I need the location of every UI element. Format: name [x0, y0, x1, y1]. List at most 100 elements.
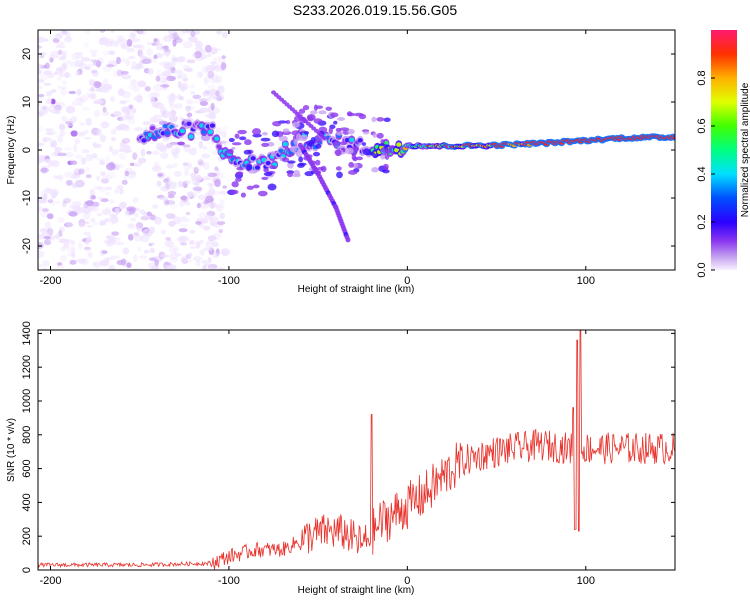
noise-blob [59, 226, 66, 232]
noise-blob [132, 196, 139, 204]
scatter-blob [269, 165, 276, 170]
noise-blob [105, 175, 113, 180]
noise-blob [130, 66, 138, 70]
noise-blob [214, 95, 220, 102]
noise-blob [132, 267, 142, 270]
noise-blob [215, 90, 220, 97]
noise-blob [186, 191, 194, 198]
noise-blob [198, 107, 209, 113]
noise-blob [85, 154, 94, 162]
scatter-blob [332, 140, 342, 147]
noise-blob [186, 99, 194, 105]
noise-blob [186, 112, 193, 118]
noise-blob [96, 196, 105, 201]
noise-blob [180, 242, 187, 246]
noise-blob [83, 136, 92, 140]
noise-blob [164, 239, 175, 248]
noise-blob [140, 215, 150, 221]
noise-blob [49, 57, 54, 63]
scatter-blob [246, 164, 253, 171]
noise-blob [220, 62, 227, 70]
noise-blob [42, 267, 48, 270]
noise-blob [168, 245, 179, 254]
noise-blob [142, 121, 151, 126]
scatter-blob [340, 141, 347, 146]
scatter-blob [330, 112, 339, 118]
noise-blob [214, 179, 221, 187]
noise-blob [80, 57, 90, 62]
noise-blob [197, 158, 204, 166]
noise-blob [121, 73, 132, 80]
noise-blob [210, 102, 215, 111]
noise-blob [137, 157, 147, 164]
noise-blob [90, 86, 95, 92]
noise-blob [120, 70, 129, 75]
ridge-core [149, 125, 156, 131]
noise-blob [128, 104, 133, 110]
ridge-core [179, 128, 186, 134]
noise-blob [61, 50, 67, 57]
noise-blob [202, 175, 211, 181]
scatter-blob [278, 135, 288, 142]
noise-blob [173, 69, 184, 75]
scatter-blob [310, 110, 318, 115]
noise-blob [162, 35, 173, 42]
noise-blob [164, 213, 171, 218]
noise-blob [100, 178, 110, 184]
scatter-blob [236, 166, 244, 171]
noise-blob [100, 198, 109, 203]
noise-blob [209, 221, 218, 226]
noise-blob [131, 33, 137, 38]
noise-blob [168, 185, 178, 190]
noise-blob [198, 239, 204, 244]
noise-blob [154, 266, 159, 270]
noise-blob [85, 246, 90, 251]
scatter-blob [346, 111, 353, 117]
noise-blob [38, 36, 45, 43]
noise-blob [218, 190, 227, 195]
noise-blob [108, 161, 115, 169]
ridge-core [254, 165, 261, 170]
noise-blob [167, 61, 176, 68]
noise-blob [114, 188, 119, 195]
noise-blob [150, 96, 156, 105]
streak-blob [321, 136, 327, 140]
noise-blob [65, 105, 76, 114]
noise-blob [203, 200, 209, 205]
noise-blob [181, 216, 188, 220]
noise-blob [99, 134, 107, 143]
scatter-blob [293, 138, 298, 146]
noise-blob [178, 228, 188, 233]
noise-blob [172, 32, 179, 40]
noise-blob [207, 182, 214, 187]
noise-blob [180, 218, 191, 223]
noise-blob [179, 55, 186, 63]
noise-blob [38, 263, 43, 269]
noise-blob [79, 122, 86, 127]
noise-blob [70, 62, 80, 68]
noise-blob [139, 52, 145, 57]
scatter-blob [244, 139, 252, 146]
noise-blob [188, 148, 197, 156]
spectrogram-ytick-label: 10 [21, 96, 33, 108]
noise-blob [104, 218, 111, 223]
noise-blob [165, 182, 170, 190]
noise-blob [127, 223, 136, 229]
noise-blob [73, 144, 78, 152]
noise-blob [187, 162, 192, 169]
snr-xtick-label: -200 [39, 575, 61, 587]
ridge-core [214, 136, 220, 141]
scatter-blob [344, 147, 354, 155]
noise-blob [83, 246, 92, 251]
noise-blob [188, 36, 194, 41]
noise-blob [57, 136, 64, 143]
scatter-blob [261, 131, 268, 136]
scatter-blob [243, 149, 252, 155]
scatter-blob [235, 177, 242, 182]
figure-title: S233.2026.019.15.56.G05 [292, 2, 458, 18]
noise-blob [156, 180, 162, 187]
noise-blob [41, 259, 50, 267]
noise-blob [135, 207, 140, 212]
noise-blob [44, 158, 52, 164]
noise-blob [43, 236, 51, 240]
